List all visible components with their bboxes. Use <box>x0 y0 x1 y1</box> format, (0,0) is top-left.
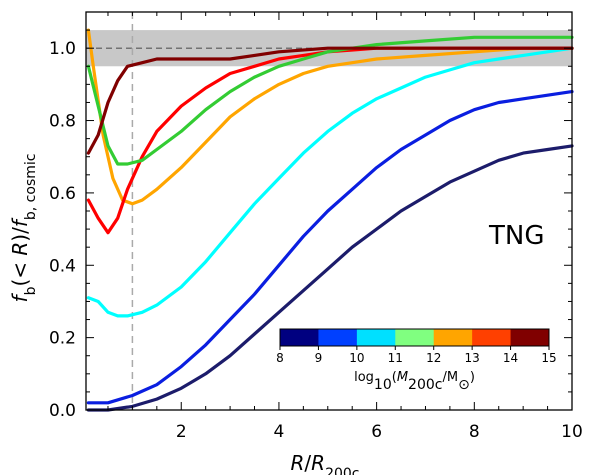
series-line-1 <box>86 144 574 412</box>
y-tick-label: 0.8 <box>49 112 76 132</box>
x-tick-label: 4 <box>274 422 285 442</box>
colorbar-tick-label: 8 <box>276 351 284 365</box>
y-tick-label: 0.0 <box>49 401 76 421</box>
x-tick-label: 8 <box>469 422 480 442</box>
colorbar-frame <box>279 328 550 347</box>
colorbar-tick-label: 11 <box>388 351 403 365</box>
series-line-4 <box>86 28 574 206</box>
series-line-7 <box>86 46 574 155</box>
annotation-tng: TNG <box>488 221 544 251</box>
colorbar-segment <box>472 329 512 346</box>
colorbar-label: log10(M200c/M⊙) <box>354 370 475 393</box>
y-tick-label: 0.2 <box>49 329 76 349</box>
colorbar-segment <box>280 329 319 346</box>
colorbar: 8 9 10 11 12 13 14 15 log10(M200c/M⊙) <box>276 328 557 393</box>
x-axis-label: R/R200c <box>291 451 360 475</box>
series-line-3 <box>86 46 574 318</box>
colorbar-segment <box>433 329 473 346</box>
colorbar-tick-label: 10 <box>349 351 364 365</box>
colorbar-tick-label: 9 <box>315 351 323 365</box>
y-tick-label: 0.6 <box>49 184 76 204</box>
colorbar-tick-label: 15 <box>541 351 556 365</box>
y-axis-label: fb(< R)/fb, cosmic <box>8 154 39 303</box>
axes: 2 4 6 8 10 0.0 0.2 0.4 0.6 0.8 1.0 <box>49 11 583 442</box>
colorbar-tick-label: 13 <box>465 351 480 365</box>
colorbar-segment <box>510 329 550 346</box>
x-tick-label: 10 <box>561 422 583 442</box>
colorbar-segment <box>356 329 396 346</box>
plot-area <box>86 12 574 412</box>
colorbar-tick-label: 12 <box>426 351 441 365</box>
colorbar-tick-label: 14 <box>503 351 518 365</box>
x-tick-label: 6 <box>371 422 382 442</box>
series-line-2 <box>86 89 574 405</box>
series-line-6 <box>86 35 574 166</box>
colorbar-segment <box>395 329 435 346</box>
colorbar-segment <box>318 329 358 346</box>
x-tick-label: 2 <box>176 422 187 442</box>
y-tick-label: 0.4 <box>49 256 76 276</box>
y-tick-label: 1.0 <box>49 39 76 59</box>
